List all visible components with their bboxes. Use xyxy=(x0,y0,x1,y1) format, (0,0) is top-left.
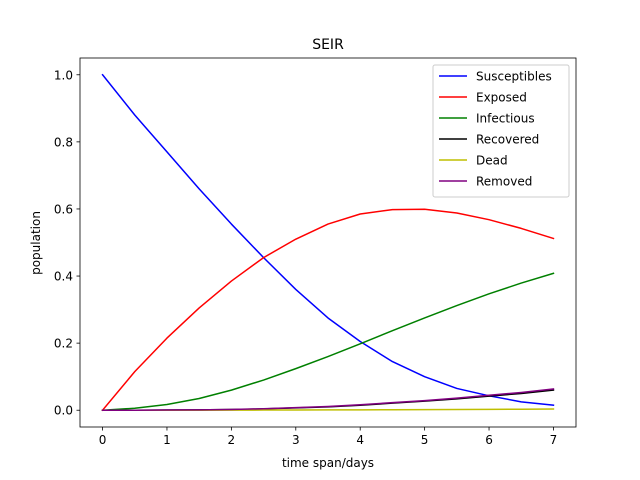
legend-label-recovered: Recovered xyxy=(476,133,539,147)
x-tick-label: 7 xyxy=(550,433,558,447)
y-tick-label: 1.0 xyxy=(54,68,73,82)
x-tick-label: 3 xyxy=(292,433,300,447)
legend-label-removed: Removed xyxy=(476,175,532,189)
series-line-exposed xyxy=(101,208,555,412)
legend-label-susceptibles: Susceptibles xyxy=(476,70,552,84)
x-axis-label: time span/days xyxy=(282,456,374,470)
legend: Susceptibles Exposed Infectious Recovered De… xyxy=(432,64,570,198)
y-tick-label: 0.2 xyxy=(54,337,73,351)
chart-title: SEIR xyxy=(312,37,344,53)
y-tick-label: 0.0 xyxy=(54,404,73,418)
y-axis-label: population xyxy=(29,211,43,275)
x-tick-label: 0 xyxy=(99,433,107,447)
x-tick-label: 1 xyxy=(163,433,171,447)
legend-label-infectious: Infectious xyxy=(476,112,535,126)
y-tick-label: 0.4 xyxy=(54,270,73,284)
legend-label-exposed: Exposed xyxy=(476,91,527,105)
legend-box xyxy=(432,64,570,198)
series-line-removed xyxy=(101,388,555,411)
series-line-susceptibles xyxy=(101,73,555,407)
y-tick-label: 0.6 xyxy=(54,202,73,216)
x-tick-label: 6 xyxy=(485,433,493,447)
series-line-infectious xyxy=(101,272,555,412)
x-tick-label: 4 xyxy=(356,433,364,447)
y-tick-label: 0.8 xyxy=(54,135,73,149)
x-tick-label: 5 xyxy=(421,433,429,447)
plot-area: 0 1 2 3 4 5 6 7 0.0 0.2 0.4 0.6 0.8 1.0 xyxy=(54,57,577,447)
legend-label-dead: Dead xyxy=(476,154,508,168)
axes-frame xyxy=(79,57,577,428)
x-tick-label: 2 xyxy=(228,433,236,447)
